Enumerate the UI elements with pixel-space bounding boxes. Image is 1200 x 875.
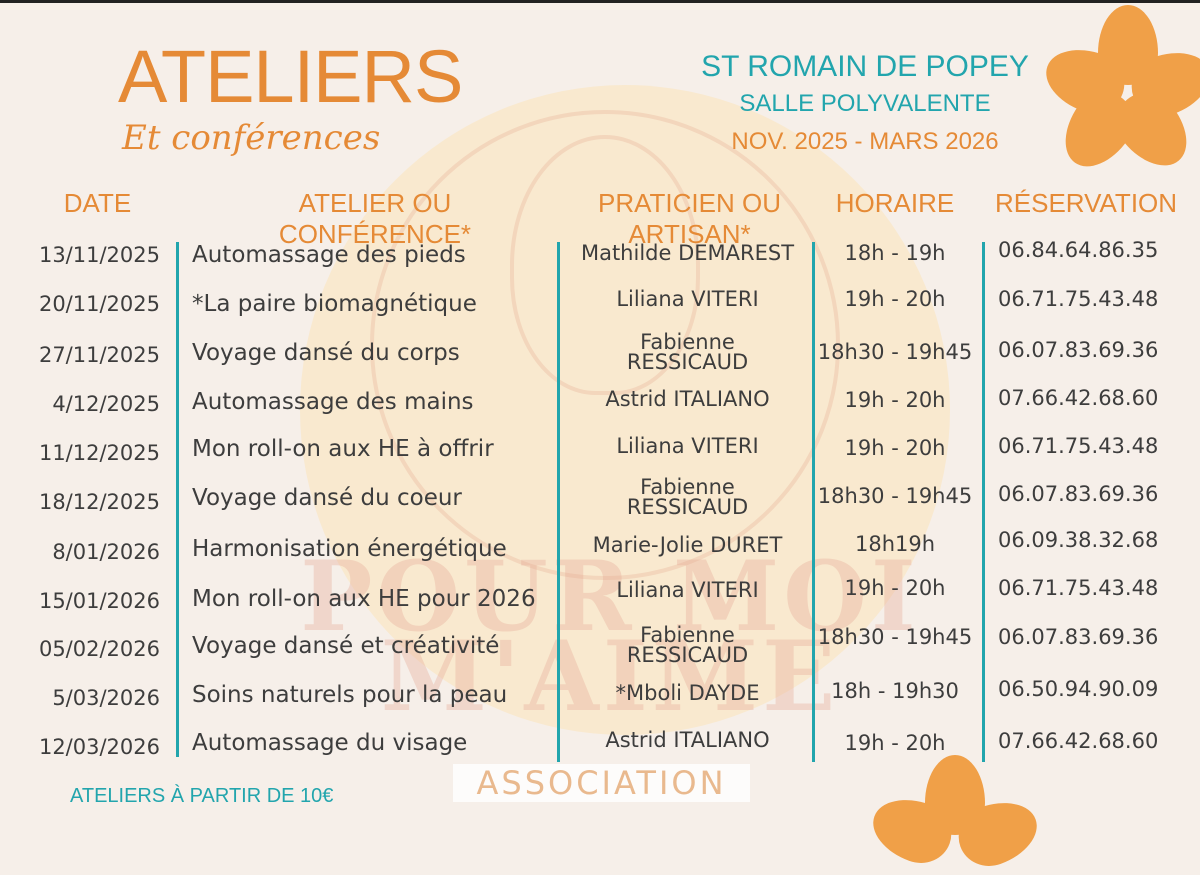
row-time: 18h - 19h [844, 241, 946, 265]
row-time: 18h30 - 19h45 [817, 484, 973, 508]
row-title: Harmonisation énergétique [192, 536, 507, 562]
row-title: Voyage dansé du coeur [192, 485, 462, 511]
row-phone: 06.07.83.69.36 [998, 482, 1159, 506]
flower-icon [864, 755, 1046, 875]
row-time: 19h - 20h [844, 576, 946, 600]
row-date: 5/03/2026 [52, 686, 160, 710]
row-title: Automassage des pieds [192, 242, 466, 268]
row-time: 18h - 19h30 [831, 679, 959, 703]
row-title: Mon roll-on aux HE à offrir [192, 436, 494, 462]
row-phone: 06.71.75.43.48 [998, 287, 1159, 311]
column-header-workshop: ATELIER OU CONFÉRENCE* [278, 188, 472, 249]
row-practitioner: *Mboli DAYDE [615, 681, 760, 705]
row-phone: 06.71.75.43.48 [998, 576, 1159, 600]
row-title: Mon roll-on aux HE pour 2026 [192, 586, 536, 612]
price-note: ATELIERS À PARTIR DE 10€ [70, 785, 334, 807]
row-practitioner: Fabienne RESSICAUD [626, 475, 749, 519]
row-phone: 06.71.75.43.48 [998, 434, 1159, 458]
row-time: 18h19h [854, 532, 936, 556]
row-phone: 06.09.38.32.68 [998, 528, 1159, 552]
row-date: 11/12/2025 [38, 441, 160, 465]
column-header-time: HORAIRE [835, 188, 955, 218]
row-time: 19h - 20h [844, 287, 946, 311]
row-practitioner: Fabienne RESSICAUD [626, 623, 749, 667]
row-date: 20/11/2025 [38, 292, 160, 316]
row-time: 18h30 - 19h45 [817, 625, 973, 649]
location: ST ROMAIN DE POPEY [701, 50, 1029, 83]
row-date: 8/01/2026 [52, 540, 160, 564]
row-phone: 07.66.42.68.60 [998, 386, 1159, 410]
column-header-reservation: RÉSERVATION [995, 188, 1178, 218]
row-practitioner: Mathilde DEMAREST [580, 241, 795, 265]
row-practitioner: Marie-Jolie DURET [592, 533, 783, 557]
row-phone: 06.07.83.69.36 [998, 338, 1159, 362]
row-title: Automassage du visage [192, 730, 468, 756]
row-date: 12/03/2026 [38, 735, 160, 759]
column-divider [557, 242, 560, 762]
page-subtitle: Et conférences [122, 118, 381, 158]
association-label: ASSOCIATION [453, 764, 750, 802]
column-header-practitioner: PRATICIEN OU ARTISAN* [598, 188, 781, 249]
page-title: ATELIERS [118, 35, 463, 118]
row-date: 27/11/2025 [38, 343, 160, 367]
row-title: Automassage des mains [192, 389, 474, 415]
row-practitioner: Liliana VITERI [616, 578, 759, 602]
top-border [0, 0, 1200, 3]
row-time: 18h30 - 19h45 [817, 340, 973, 364]
row-phone: 06.07.83.69.36 [998, 625, 1159, 649]
row-date: 13/11/2025 [38, 243, 160, 267]
row-practitioner: Fabienne RESSICAUD [626, 330, 749, 374]
column-divider [176, 242, 179, 757]
flower-icon [1037, 5, 1200, 180]
row-date: 4/12/2025 [52, 392, 160, 416]
row-title: Voyage dansé du corps [192, 340, 460, 366]
column-divider [812, 242, 815, 762]
row-practitioner: Liliana VITERI [616, 287, 759, 311]
row-phone: 06.84.64.86.35 [998, 238, 1159, 262]
row-time: 19h - 20h [844, 436, 946, 460]
row-time: 19h - 20h [844, 731, 946, 755]
background-logo-ring [370, 110, 840, 580]
column-header-date: DATE [63, 188, 132, 218]
venue: SALLE POLYVALENTE [739, 90, 991, 117]
column-divider [982, 242, 985, 762]
row-practitioner: Astrid ITALIANO [605, 728, 770, 752]
period: NOV. 2025 - MARS 2026 [731, 128, 999, 155]
row-title: Soins naturels pour la peau [192, 682, 508, 708]
row-practitioner: Astrid ITALIANO [605, 387, 770, 411]
row-date: 15/01/2026 [38, 589, 160, 613]
row-title: Voyage dansé et créativité [192, 633, 500, 659]
row-phone: 06.50.94.90.09 [998, 677, 1159, 701]
row-practitioner: Liliana VITERI [616, 434, 759, 458]
watermark-line-2: M'AIME [380, 620, 840, 733]
row-time: 19h - 20h [844, 388, 946, 412]
row-title: *La paire biomagnétique [192, 291, 477, 317]
row-date: 05/02/2026 [38, 637, 160, 661]
background-logo-face [510, 135, 700, 395]
row-date: 18/12/2025 [38, 490, 160, 514]
row-phone: 07.66.42.68.60 [998, 729, 1159, 753]
